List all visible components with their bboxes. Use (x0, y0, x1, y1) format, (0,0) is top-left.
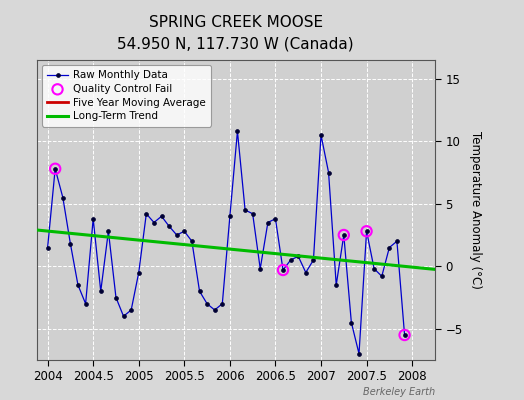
Raw Monthly Data (173, 232, 180, 237)
Raw Monthly Data (333, 282, 340, 287)
Raw Monthly Data (97, 289, 104, 294)
Text: Berkeley Earth: Berkeley Earth (363, 387, 435, 397)
Raw Monthly Data (219, 301, 225, 306)
Raw Monthly Data (386, 245, 392, 250)
Raw Monthly Data (310, 258, 316, 262)
Raw Monthly Data (196, 289, 203, 294)
Raw Monthly Data (128, 308, 134, 312)
Raw Monthly Data (394, 239, 400, 244)
Raw Monthly Data (189, 239, 195, 244)
Raw Monthly Data (143, 211, 149, 216)
Raw Monthly Data (272, 216, 279, 221)
Raw Monthly Data (166, 224, 172, 229)
Raw Monthly Data (90, 216, 96, 221)
Raw Monthly Data (379, 274, 385, 279)
Raw Monthly Data (257, 266, 264, 271)
Title: SPRING CREEK MOOSE
54.950 N, 117.730 W (Canada): SPRING CREEK MOOSE 54.950 N, 117.730 W (… (117, 15, 354, 52)
Quality Control Fail (400, 332, 409, 338)
Raw Monthly Data (288, 258, 294, 262)
Raw Monthly Data (371, 266, 377, 271)
Raw Monthly Data (151, 220, 157, 225)
Raw Monthly Data (45, 245, 51, 250)
Raw Monthly Data (212, 308, 218, 312)
Legend: Raw Monthly Data, Quality Control Fail, Five Year Moving Average, Long-Term Tren: Raw Monthly Data, Quality Control Fail, … (42, 65, 211, 126)
Raw Monthly Data (318, 133, 324, 138)
Raw Monthly Data (75, 282, 81, 287)
Raw Monthly Data (364, 229, 370, 234)
Raw Monthly Data (136, 270, 142, 275)
Raw Monthly Data (52, 166, 58, 171)
Line: Raw Monthly Data: Raw Monthly Data (46, 129, 407, 356)
Raw Monthly Data (303, 270, 309, 275)
Raw Monthly Data (181, 229, 188, 234)
Raw Monthly Data (67, 241, 73, 246)
Raw Monthly Data (280, 268, 286, 272)
Raw Monthly Data (249, 211, 256, 216)
Raw Monthly Data (82, 301, 89, 306)
Quality Control Fail (363, 228, 371, 234)
Quality Control Fail (51, 166, 59, 172)
Raw Monthly Data (105, 229, 112, 234)
Raw Monthly Data (60, 195, 66, 200)
Raw Monthly Data (113, 295, 119, 300)
Raw Monthly Data (227, 214, 233, 219)
Raw Monthly Data (341, 232, 347, 237)
Raw Monthly Data (158, 214, 165, 219)
Y-axis label: Temperature Anomaly (°C): Temperature Anomaly (°C) (469, 131, 482, 289)
Raw Monthly Data (348, 320, 355, 325)
Raw Monthly Data (121, 314, 127, 319)
Raw Monthly Data (265, 220, 271, 225)
Raw Monthly Data (356, 351, 362, 356)
Raw Monthly Data (325, 170, 332, 175)
Raw Monthly Data (234, 129, 241, 134)
Raw Monthly Data (295, 254, 301, 259)
Raw Monthly Data (204, 301, 210, 306)
Quality Control Fail (340, 232, 348, 238)
Raw Monthly Data (401, 333, 408, 338)
Raw Monthly Data (242, 208, 248, 212)
Quality Control Fail (279, 267, 287, 273)
